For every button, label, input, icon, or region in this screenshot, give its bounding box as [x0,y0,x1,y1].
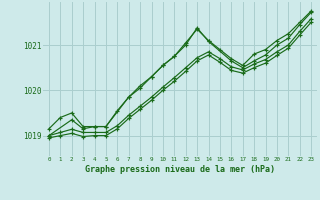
X-axis label: Graphe pression niveau de la mer (hPa): Graphe pression niveau de la mer (hPa) [85,165,275,174]
